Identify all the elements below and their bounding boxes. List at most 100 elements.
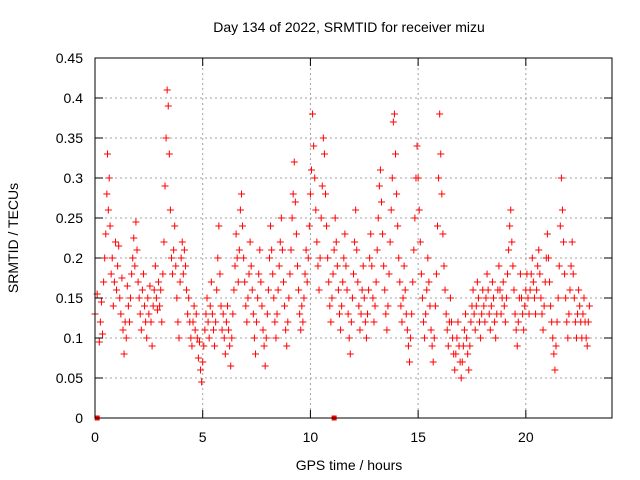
data-point (418, 294, 426, 302)
x-axis-label: GPS time / hours (296, 457, 403, 473)
data-point (458, 358, 466, 366)
data-point (477, 334, 485, 342)
data-point (310, 142, 318, 150)
data-point (466, 342, 474, 350)
data-point (232, 230, 240, 238)
data-point (312, 206, 320, 214)
data-point (296, 310, 304, 318)
data-point (329, 270, 337, 278)
data-point (345, 334, 353, 342)
data-point (219, 310, 227, 318)
data-point (198, 378, 206, 386)
data-point (370, 318, 378, 326)
data-point (357, 310, 365, 318)
data-point (490, 294, 498, 302)
data-point (249, 310, 257, 318)
data-point (514, 318, 522, 326)
data-point (271, 318, 279, 326)
data-point (159, 270, 167, 278)
plot-frame (94, 57, 613, 419)
data-point (536, 270, 544, 278)
data-point (108, 254, 116, 262)
data-point (321, 190, 329, 198)
data-point (400, 262, 408, 270)
data-point (381, 286, 389, 294)
data-point (420, 318, 428, 326)
data-point (138, 286, 146, 294)
data-point (404, 342, 412, 350)
data-point (122, 334, 130, 342)
data-point (347, 318, 355, 326)
data-point (375, 182, 383, 190)
data-point (371, 302, 379, 310)
data-point (528, 254, 536, 262)
data-point (188, 342, 196, 350)
data-point (217, 302, 225, 310)
data-point (446, 294, 454, 302)
data-point (428, 342, 436, 350)
x-tick-label: 0 (91, 429, 99, 445)
data-point (177, 254, 185, 262)
data-point (262, 334, 270, 342)
data-point (471, 326, 479, 334)
data-point (500, 302, 508, 310)
data-point (532, 310, 540, 318)
data-point (376, 166, 384, 174)
data-point (130, 234, 138, 242)
data-point (365, 286, 373, 294)
data-point (529, 278, 537, 286)
data-point (157, 286, 165, 294)
data-point (364, 310, 372, 318)
data-point (436, 110, 444, 118)
data-point (338, 302, 346, 310)
data-point (127, 294, 135, 302)
data-point (118, 274, 126, 282)
data-point (106, 222, 114, 230)
data-point (482, 294, 490, 302)
data-point (260, 342, 268, 350)
data-point (200, 342, 208, 350)
data-point (537, 294, 545, 302)
data-point (556, 222, 564, 230)
data-point (213, 286, 221, 294)
data-point (105, 174, 113, 182)
data-point (134, 278, 142, 286)
data-point (395, 254, 403, 262)
data-point (575, 286, 583, 294)
data-point (394, 222, 402, 230)
x-tick-label: 15 (410, 429, 426, 445)
data-point (343, 286, 351, 294)
data-point (401, 286, 409, 294)
data-point (141, 302, 149, 310)
data-point (125, 318, 133, 326)
data-point (241, 278, 249, 286)
data-point (239, 222, 247, 230)
data-point (367, 230, 375, 238)
y-tick-label: 0.05 (56, 370, 83, 386)
data-point (431, 302, 439, 310)
data-point (288, 214, 296, 222)
data-point (116, 294, 124, 302)
y-tick-label: 0.35 (56, 130, 83, 146)
data-point (299, 318, 307, 326)
data-point (246, 238, 254, 246)
data-point (524, 294, 532, 302)
data-point (302, 246, 310, 254)
data-point (340, 254, 348, 262)
data-point (508, 238, 516, 246)
data-point (368, 262, 376, 270)
data-point (243, 318, 251, 326)
x-tick-label: 20 (518, 429, 534, 445)
data-point (110, 278, 118, 286)
data-point (235, 246, 243, 254)
data-point (583, 342, 591, 350)
data-point (169, 270, 177, 278)
data-point (373, 246, 381, 254)
data-point (228, 334, 236, 342)
data-point (156, 302, 164, 310)
data-point (147, 318, 155, 326)
data-point (295, 286, 303, 294)
data-point (166, 206, 174, 214)
data-point (328, 294, 336, 302)
